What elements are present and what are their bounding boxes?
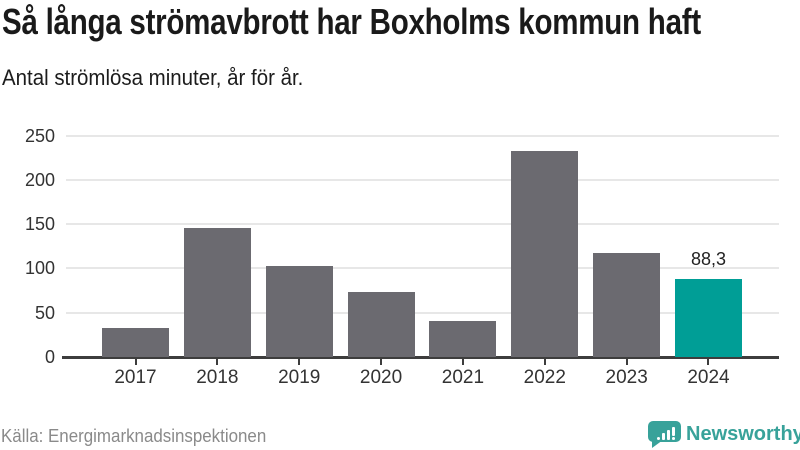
newsworthy-logo-text: Newsworthy [686,423,800,445]
bar-2024 [674,278,742,357]
bar-2019 [265,265,333,357]
x-axis-label-2020: 2020 [359,367,403,388]
x-axis-tick-2022 [543,358,546,365]
source-note: Källa: Energimarknadsinspektionen [1,426,267,446]
speech-bubble-tail [652,440,663,448]
x-axis-label-2023: 2023 [605,367,648,388]
gridline-250 [66,134,779,137]
y-axis-label-150: 150 [24,214,55,235]
x-axis-tick-2020 [380,358,383,365]
x-axis-tick-2023 [625,358,628,365]
gridline-200 [66,178,779,181]
x-axis-tick-2018 [216,358,219,365]
x-axis-label-2021: 2021 [441,367,485,388]
y-axis-label-0: 0 [44,347,55,367]
x-axis-label-2017: 2017 [114,367,157,388]
x-axis-tick-2024 [707,358,710,365]
gridline-150 [66,223,779,226]
value-label-2024: 88,3 [690,248,726,269]
x-axis-label-2018: 2018 [196,367,239,388]
logo-mini-bars [657,426,677,440]
x-axis-tick-2021 [461,358,464,365]
bar-2021 [429,320,497,357]
y-axis-label-250: 250 [24,125,55,146]
y-axis-label-100: 100 [24,258,55,279]
bar-2020 [347,292,415,357]
x-axis-tick-2017 [134,358,137,365]
bar-2018 [183,227,251,357]
x-axis-label-2019: 2019 [278,367,321,388]
x-axis-label-2022: 2022 [523,367,566,388]
x-axis-tick-2019 [298,358,301,365]
gridline-100 [66,267,779,270]
gridline-50 [66,311,779,314]
chart-title: Så långa strömavbrott har Boxholms kommu… [2,1,701,42]
bar-2023 [593,253,661,357]
y-axis-label-50: 50 [34,302,55,323]
newsworthy-logo: Newsworthy [646,418,800,450]
bar-2022 [511,150,579,357]
y-axis-label-200: 200 [24,169,55,190]
bar-2017 [102,327,169,357]
chart-subtitle: Antal strömlösa minuter, år för år. [2,65,304,90]
x-axis-line [62,356,779,359]
bar-chart-speech-bubble-icon [648,420,681,442]
x-axis-label-2024: 2024 [687,367,730,388]
